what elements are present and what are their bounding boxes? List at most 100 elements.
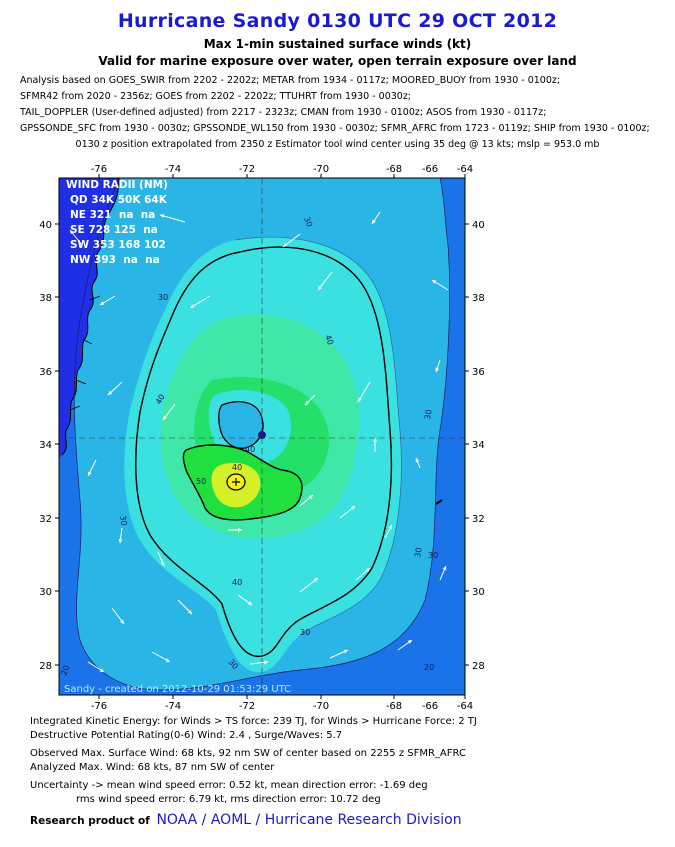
contour-label: 30 (118, 515, 129, 527)
lat-labels-left: 40 38 36 34 32 30 28 (39, 220, 52, 672)
wind-arrow-icon (111, 607, 125, 625)
wind-arrow-icon (384, 524, 393, 539)
lat-tick-label: 36 (472, 367, 485, 378)
research-label: Research product of (30, 815, 150, 827)
lat-tick-label: 36 (39, 367, 52, 378)
contour-64kt (182, 444, 303, 521)
lon-tick-label: -74 (165, 701, 181, 712)
wind-arrow-icon (415, 457, 421, 469)
map-plot-area: 30 30 30 30 30 30 30 40 40 40 40 40 50 2… (59, 178, 465, 695)
lat-tick-label: 30 (472, 587, 485, 598)
coastline-detail (69, 239, 105, 411)
wind-arrow-icon (177, 599, 193, 615)
wind-arrow-icon (304, 394, 316, 406)
wind-radii-row: SE 728 125 na (70, 224, 158, 236)
lat-tick-label: 40 (39, 220, 52, 231)
wind-band-eye-inner (218, 401, 264, 449)
lat-tick-label: 34 (472, 440, 485, 451)
storm-center-marker (258, 431, 266, 439)
analysis-line: TAIL_DOPPLER (User-defined adjusted) fro… (20, 107, 547, 118)
lon-tick-label: -64 (457, 701, 473, 712)
wind-radii-title: WIND RADII (NM) (66, 179, 168, 191)
contour-label: 40 (232, 463, 242, 472)
lon-labels-bottom: -76 -74 -72 -70 -68 -66 -64 (91, 701, 473, 712)
max-wind-plus-icon (232, 478, 240, 486)
org-link[interactable]: NOAA / AOML / Hurricane Research Divisio… (156, 812, 462, 828)
lon-tick-label: -64 (457, 164, 473, 175)
contour-label: 40 (154, 393, 167, 406)
lon-tick-label: -66 (422, 164, 438, 175)
lon-tick-label: -74 (165, 164, 181, 175)
lon-tick-label: -70 (313, 701, 329, 712)
lat-tick-label: 38 (472, 293, 485, 304)
wind-arrow-icon (357, 381, 371, 403)
lon-tick-label: -72 (239, 701, 255, 712)
wind-arrow-icon (189, 295, 211, 309)
wind-radii-header: QD 34K 50K 64K (70, 194, 168, 206)
lon-tick-label: -68 (386, 164, 402, 175)
contour-label: 30 (428, 551, 438, 560)
wind-arrow-icon (299, 494, 314, 507)
wind-arrow-icon (87, 661, 105, 673)
wind-radii-row: NW 393 na na (70, 254, 160, 266)
wind-radii-legend: WIND RADII (NM) QD 34K 50K 64K NE 321 na… (66, 179, 168, 266)
subtitle-exposure: Valid for marine exposure over water, op… (98, 54, 577, 68)
wind-arrow-icon (151, 651, 171, 663)
wind-arrow-icon (299, 577, 319, 593)
contour-68kt (226, 473, 246, 491)
lat-tick-label: 38 (39, 293, 52, 304)
position-line: 0130 z position extrapolated from 2350 z… (75, 139, 600, 150)
contour-label: 40 (323, 334, 335, 347)
lon-tick-label: -72 (239, 164, 255, 175)
contour-labels: 30 30 30 30 30 30 30 40 40 40 40 40 50 2… (59, 216, 438, 677)
analysis-sources: Analysis based on GOES_SWIR from 2202 - … (20, 73, 650, 137)
contour-label: 30 (423, 409, 434, 421)
contour-label: 20 (59, 664, 71, 677)
wind-arrow-icon (317, 271, 333, 291)
subtitle-units: Max 1-min sustained surface winds (kt) (203, 37, 472, 51)
wind-arrow-icon (157, 551, 165, 567)
rms-line: rms wind speed error: 6.79 kt, rms direc… (76, 794, 381, 805)
wind-arrow-icon (159, 214, 186, 223)
contour-label: 40 (232, 578, 242, 587)
lat-labels-right: 40 38 36 34 32 30 28 (472, 220, 485, 672)
land-mass (59, 178, 119, 458)
wind-arrow-icon (237, 594, 253, 606)
wind-radii-row: NE 321 na na (70, 209, 155, 221)
dpr-line: Destructive Potential Rating(0-6) Wind: … (30, 730, 343, 741)
wind-arrow-icon (439, 565, 447, 581)
coastline (61, 178, 119, 456)
wind-arrow-icon (371, 211, 381, 225)
contour-40kt (234, 236, 402, 636)
contour-label: 30 (300, 628, 310, 637)
map-credit: Sandy - created on 2012-10-29 01:53:29 U… (64, 684, 291, 695)
analyzed-max-line: Analyzed Max. Wind: 68 kts, 87 nm SW of … (30, 762, 275, 773)
contour-label: 30 (413, 547, 424, 559)
wind-arrows (69, 211, 449, 673)
research-credit: Research product of NOAA / AOML / Hurric… (30, 812, 462, 828)
wind-arrow-icon (282, 233, 301, 248)
contour-label: 40 (245, 445, 255, 454)
lat-tick-label: 28 (39, 661, 52, 672)
contour-30kt (73, 178, 450, 691)
axis-ticks (55, 174, 469, 699)
wind-arrow-icon (435, 359, 441, 373)
wind-arrow-icon (249, 660, 269, 665)
map-frame (58, 177, 466, 696)
contour-34kt (135, 246, 393, 657)
wind-arrow-icon (162, 403, 176, 421)
lat-tick-label: 32 (472, 514, 485, 525)
wind-radii-row: SW 353 168 102 (70, 239, 166, 251)
buoy-icon (435, 499, 443, 505)
wind-arrow-icon (431, 279, 449, 291)
lon-tick-label: -76 (91, 164, 107, 175)
wind-arrow-icon (69, 229, 83, 246)
lon-tick-label: -70 (313, 164, 329, 175)
wind-arrow-icon (329, 649, 349, 659)
wind-arrow-icon (87, 459, 97, 477)
lon-tick-label: -68 (386, 701, 402, 712)
lon-tick-label: -66 (422, 701, 438, 712)
analysis-line: SFMR42 from 2020 - 2356z; GOES from 2202… (20, 91, 412, 102)
analysis-line: Analysis based on GOES_SWIR from 2202 - … (20, 75, 561, 86)
